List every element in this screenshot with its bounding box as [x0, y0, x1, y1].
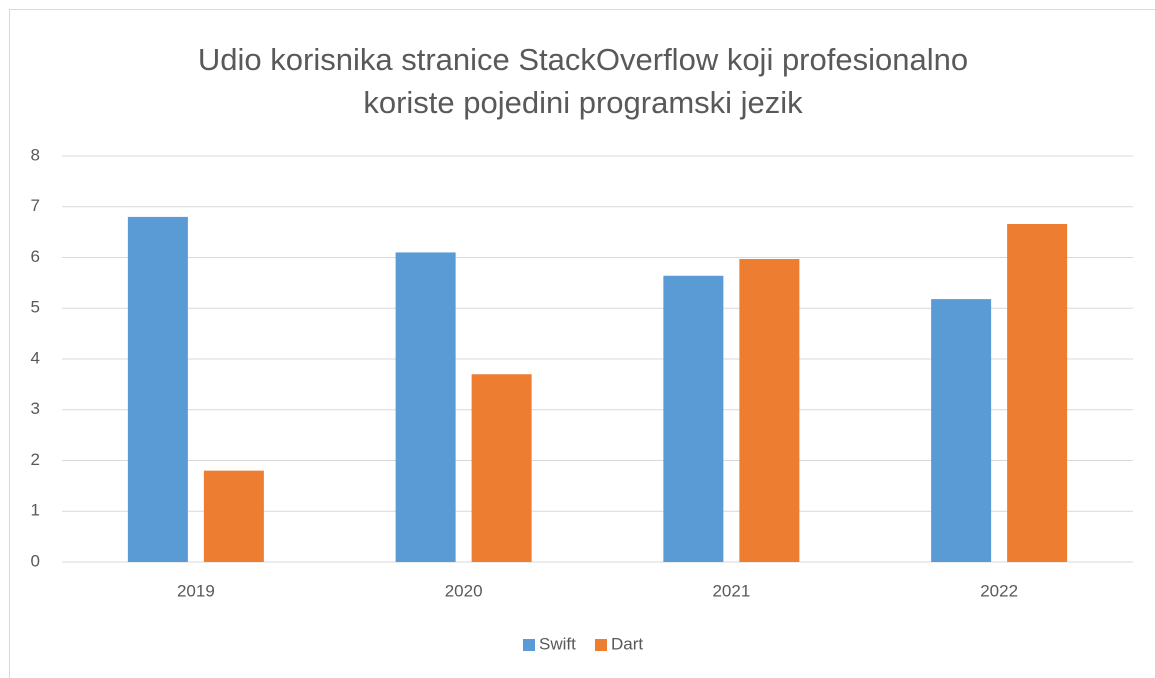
y-tick-label: 5 [31, 298, 40, 317]
x-tick-label: 2020 [445, 581, 483, 600]
legend-swatch [595, 639, 607, 651]
bar [739, 259, 800, 562]
x-tick-label: 2022 [980, 581, 1018, 600]
legend-swatch [523, 639, 535, 651]
y-tick-label: 3 [31, 399, 40, 418]
y-tick-label: 8 [31, 145, 40, 164]
bar [1007, 224, 1068, 562]
y-tick-label: 2 [31, 450, 40, 469]
legend-label: Swift [539, 634, 576, 653]
y-tick-label: 7 [31, 196, 40, 215]
bar [663, 275, 724, 562]
bar [471, 374, 532, 562]
chart-title: koriste pojedini programski jezik [363, 85, 803, 120]
x-tick-label: 2021 [712, 581, 750, 600]
y-tick-label: 4 [31, 348, 40, 367]
bar [395, 252, 456, 563]
x-tick-label: 2019 [177, 581, 215, 600]
legend-label: Dart [611, 634, 643, 653]
bar [127, 216, 188, 562]
chart-title: Udio korisnika stranice StackOverflow ko… [198, 42, 968, 77]
y-tick-label: 0 [31, 551, 40, 570]
y-tick-label: 1 [31, 501, 40, 520]
bar [931, 299, 992, 562]
y-tick-label: 6 [31, 247, 40, 266]
bar [203, 470, 264, 562]
